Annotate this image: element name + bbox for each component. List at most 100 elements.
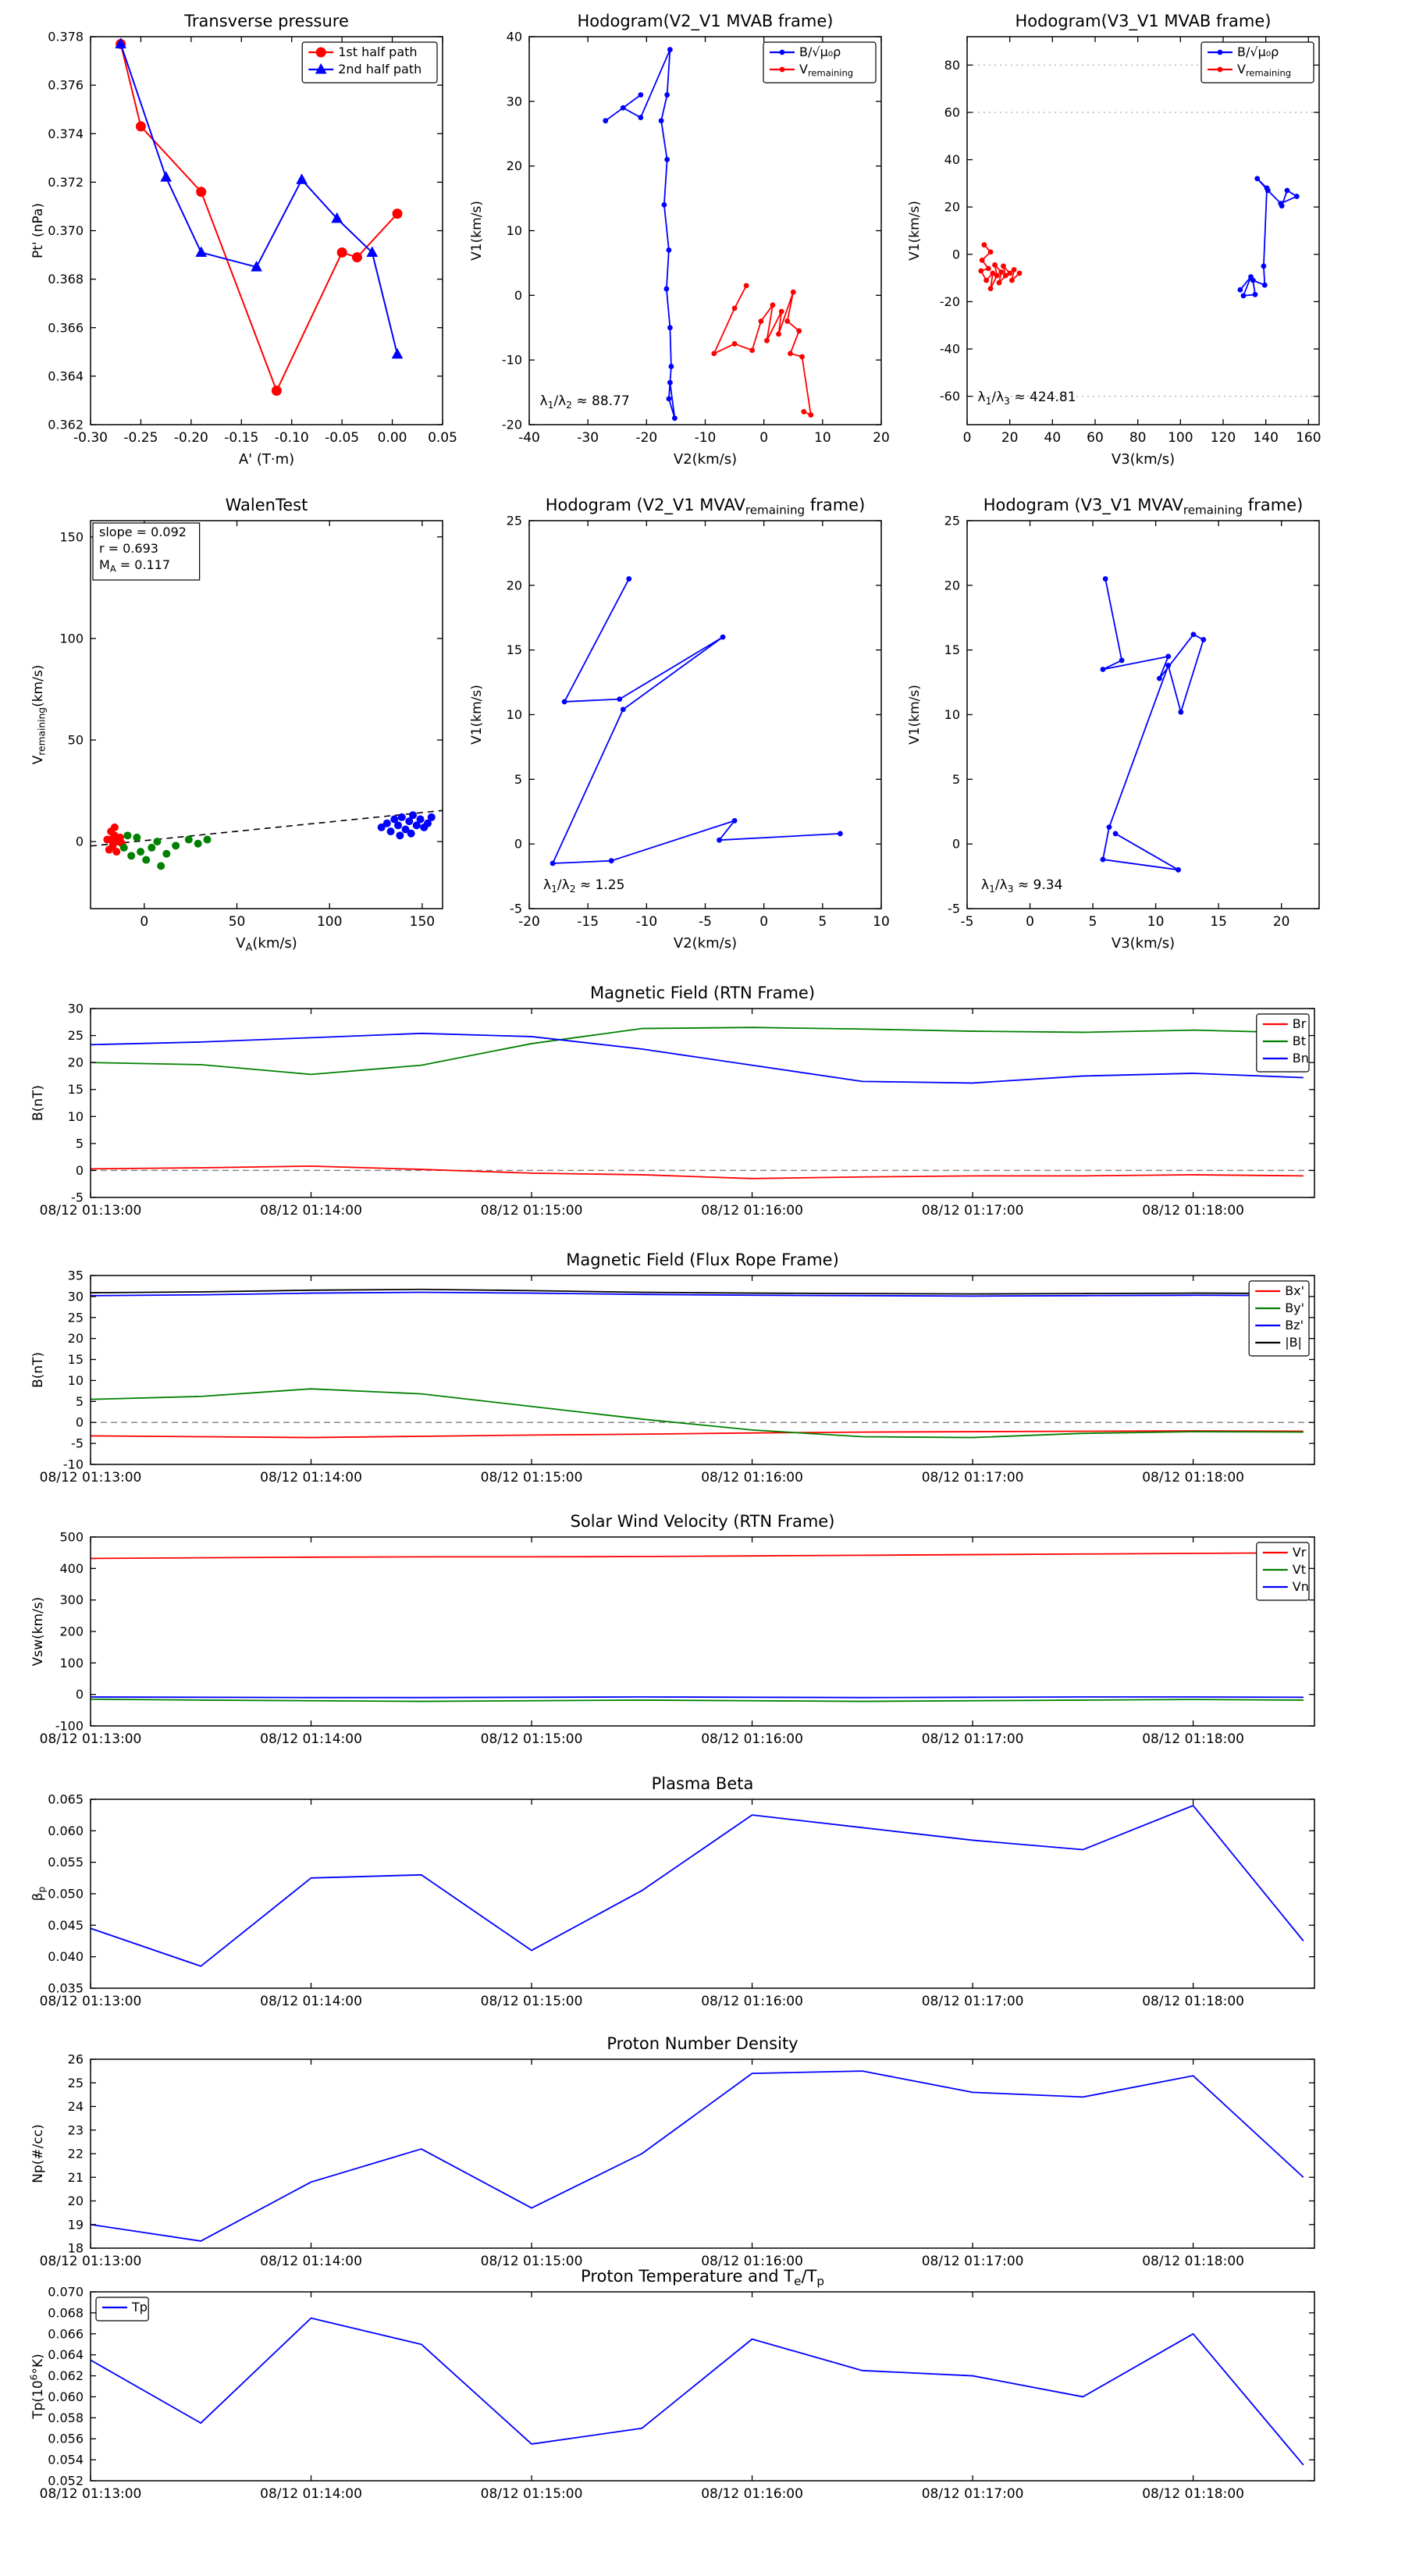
svg-text:-30: -30 xyxy=(577,430,599,446)
svg-text:-5: -5 xyxy=(961,914,974,930)
svg-text:20: 20 xyxy=(944,578,960,592)
svg-text:-20: -20 xyxy=(940,294,960,309)
svg-text:Hodogram(V2_V1 MVAB frame): Hodogram(V2_V1 MVAB frame) xyxy=(578,12,834,31)
svg-text:20: 20 xyxy=(507,578,522,592)
svg-text:Bx': Bx' xyxy=(1285,1283,1304,1298)
svg-text:Bt: Bt xyxy=(1293,1034,1306,1048)
svg-text:20: 20 xyxy=(944,200,960,215)
svg-text:-5: -5 xyxy=(71,1190,84,1205)
svg-text:25: 25 xyxy=(507,514,522,528)
svg-text:10: 10 xyxy=(507,223,522,238)
chart-hodogram-v2v1-mvab: -40 -30 -20 -10 0 10 20 -20 -10 0 10 20 30 40 Hodogram… xyxy=(462,8,907,484)
svg-text:-5: -5 xyxy=(699,914,712,930)
svg-text:08/12 01:16:00: 08/12 01:16:00 xyxy=(701,1203,803,1219)
svg-text:B(nT): B(nT) xyxy=(30,1352,46,1388)
svg-text:0: 0 xyxy=(514,288,522,303)
svg-text:Vremaining(km/s): Vremaining(km/s) xyxy=(30,665,48,765)
svg-text:-0.20: -0.20 xyxy=(174,430,208,446)
svg-text:Vremaining: Vremaining xyxy=(1237,62,1291,79)
svg-text:0.066: 0.066 xyxy=(48,2326,84,2341)
svg-text:λ1/λ3 ≈ 9.34: λ1/λ3 ≈ 9.34 xyxy=(981,877,1062,895)
svg-text:MA = 0.117: MA = 0.117 xyxy=(99,557,170,575)
svg-text:35: 35 xyxy=(68,1268,84,1283)
svg-text:Hodogram (V2_V1 MVAVremaining: Hodogram (V2_V1 MVAVremaining frame) xyxy=(546,496,866,518)
svg-text:slope = 0.092: slope = 0.092 xyxy=(99,525,187,539)
svg-text:V1(km/s): V1(km/s) xyxy=(469,201,485,261)
svg-text:0.068: 0.068 xyxy=(48,2305,84,2320)
svg-text:Vt: Vt xyxy=(1293,1562,1306,1577)
svg-text:-0.30: -0.30 xyxy=(73,430,108,446)
svg-text:-40: -40 xyxy=(940,342,960,357)
svg-text:08/12 01:18:00: 08/12 01:18:00 xyxy=(1142,1470,1244,1485)
svg-text:0.00: 0.00 xyxy=(378,430,407,446)
svg-text:0.056: 0.056 xyxy=(48,2432,84,2446)
svg-text:0.035: 0.035 xyxy=(48,1981,84,1996)
svg-text:08/12 01:13:00: 08/12 01:13:00 xyxy=(40,2486,142,2502)
svg-text:24: 24 xyxy=(68,2099,84,2114)
svg-text:0: 0 xyxy=(759,914,768,930)
chart-hodogram-v2v1-mvav: -20 -15 -10 -5 0 5 10 -5 0 5 10 15 20 25 Hodogram (V2_… xyxy=(462,492,907,968)
svg-text:08/12 01:18:00: 08/12 01:18:00 xyxy=(1142,1203,1244,1219)
svg-text:λ1/λ2 ≈ 1.25: λ1/λ2 ≈ 1.25 xyxy=(543,877,624,895)
svg-text:10: 10 xyxy=(873,914,890,930)
svg-text:B/√μ₀ρ: B/√μ₀ρ xyxy=(1237,44,1279,59)
svg-text:-60: -60 xyxy=(940,389,960,404)
svg-text:08/12 01:16:00: 08/12 01:16:00 xyxy=(701,1994,803,2009)
chart-canvas: 0 50 100 150 0 50 100 150 WalenTest VA(km/s) Vrema… xyxy=(30,496,443,954)
svg-text:08/12 01:14:00: 08/12 01:14:00 xyxy=(260,1203,362,1219)
svg-text:A' (T·m): A' (T·m) xyxy=(239,451,294,468)
svg-text:Bz': Bz' xyxy=(1285,1318,1304,1332)
svg-text:08/12 01:18:00: 08/12 01:18:00 xyxy=(1142,2254,1244,2269)
svg-text:Np(#/cc): Np(#/cc) xyxy=(30,2124,46,2183)
chart-canvas: -20 -15 -10 -5 0 5 10 -5 0 5 10 15 20 25 Hodogram (V2_… xyxy=(469,496,890,952)
svg-text:0.064: 0.064 xyxy=(48,2347,84,2362)
svg-text:26: 26 xyxy=(68,2052,84,2067)
chart-canvas: -0.30 -0.25 -0.20 -0.15 -0.10 -0.05 0.00 0.05 0.… xyxy=(30,12,457,468)
svg-text:08/12 01:17:00: 08/12 01:17:00 xyxy=(922,2486,1024,2502)
svg-text:10: 10 xyxy=(68,1373,84,1388)
svg-text:20: 20 xyxy=(1001,430,1019,446)
svg-text:-5: -5 xyxy=(510,902,522,916)
svg-text:0.368: 0.368 xyxy=(48,272,84,286)
svg-text:0.052: 0.052 xyxy=(48,2474,84,2489)
svg-text:-10: -10 xyxy=(502,353,522,368)
svg-text:25: 25 xyxy=(68,1028,84,1043)
svg-text:By': By' xyxy=(1285,1300,1304,1315)
svg-text:0: 0 xyxy=(140,914,148,930)
chart-plasma-beta: 08/12 01:13:00 08/12 01:14:00 08/12 01:15:… xyxy=(0,1767,1405,2024)
svg-text:5: 5 xyxy=(76,1394,84,1409)
svg-text:500: 500 xyxy=(59,1530,84,1545)
svg-text:5: 5 xyxy=(76,1136,84,1151)
svg-text:25: 25 xyxy=(68,2076,84,2090)
svg-text:0.370: 0.370 xyxy=(48,223,84,238)
svg-text:08/12 01:15:00: 08/12 01:15:00 xyxy=(481,1470,583,1485)
svg-text:08/12 01:14:00: 08/12 01:14:00 xyxy=(260,2254,362,2269)
svg-text:120: 120 xyxy=(1211,430,1236,446)
svg-text:0.070: 0.070 xyxy=(48,2285,84,2300)
svg-text:200: 200 xyxy=(59,1624,84,1639)
svg-text:40: 40 xyxy=(1044,430,1062,446)
svg-text:-100: -100 xyxy=(55,1719,84,1734)
svg-text:0.364: 0.364 xyxy=(48,368,84,383)
svg-text:βp: βp xyxy=(30,1886,48,1901)
svg-text:Hodogram (V3_V1 MVAVremaining: Hodogram (V3_V1 MVAVremaining frame) xyxy=(984,496,1304,518)
svg-text:-20: -20 xyxy=(635,430,657,446)
svg-text:08/12 01:15:00: 08/12 01:15:00 xyxy=(481,2486,583,2502)
svg-text:Tp: Tp xyxy=(131,2300,148,2314)
svg-text:150: 150 xyxy=(59,529,84,544)
chart-proton-number-density: 08/12 01:13:00 08/12 01:14:00 08/12 01:15:… xyxy=(0,2026,1405,2284)
svg-text:-15: -15 xyxy=(577,914,599,930)
svg-text:0: 0 xyxy=(1026,914,1034,930)
svg-text:-0.15: -0.15 xyxy=(224,430,258,446)
svg-text:80: 80 xyxy=(944,58,960,73)
svg-text:-5: -5 xyxy=(71,1436,84,1451)
svg-text:-10: -10 xyxy=(63,1457,84,1472)
svg-text:0.376: 0.376 xyxy=(48,78,84,93)
svg-text:-40: -40 xyxy=(518,430,540,446)
svg-text:0.060: 0.060 xyxy=(48,1823,84,1838)
svg-text:100: 100 xyxy=(317,914,342,930)
svg-text:80: 80 xyxy=(1129,430,1147,446)
svg-text:08/12 01:13:00: 08/12 01:13:00 xyxy=(40,2254,142,2269)
svg-text:08/12 01:15:00: 08/12 01:15:00 xyxy=(481,2254,583,2269)
svg-text:Tp(106°K): Tp(106°K) xyxy=(29,2354,46,2420)
